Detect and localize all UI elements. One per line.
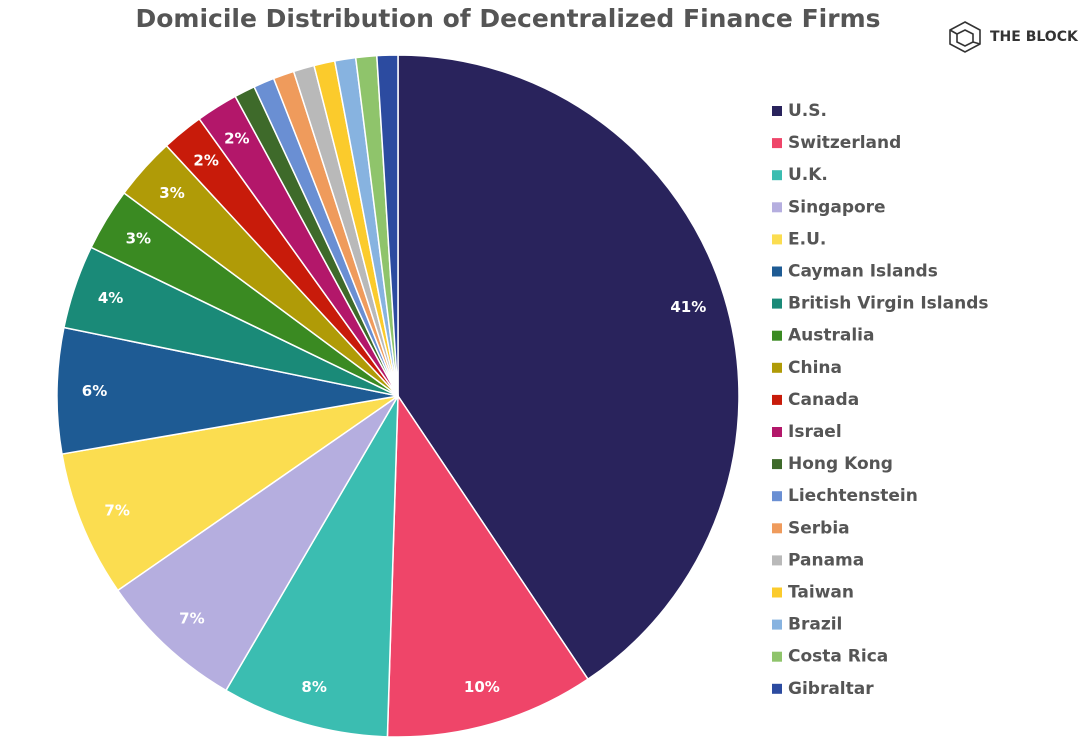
legend-label: Israel [788,422,842,442]
legend-label: Liechtenstein [788,486,918,506]
legend-swatch [772,491,782,502]
pie-slice [116,395,399,692]
pie-slice [376,54,399,397]
legend-label: Australia [788,326,875,346]
legend-label: Serbia [788,518,850,538]
data-label: 3% [159,184,184,202]
data-label: 3% [126,229,151,247]
legend-swatch [772,106,782,116]
legend-label: Singapore [788,197,886,217]
legend-swatch [772,266,782,277]
legend-label: U.S. [788,101,827,121]
legend-label: Brazil [788,615,842,635]
legend-label: Gibraltar [788,679,874,699]
legend-swatch [772,427,782,437]
data-label: 10% [464,678,500,696]
legend-label: Costa Rica [788,647,888,667]
legend-swatch [772,619,782,630]
data-label: 4% [98,289,123,307]
logo [949,21,981,53]
legend-label: Cayman Islands [788,262,938,282]
brand: THE BLOCK [990,29,1079,45]
legend-label: E.U. [788,229,826,249]
legend-swatch [772,362,782,373]
legend-swatch [772,459,782,470]
legend-swatch [772,651,782,662]
data-label: 7% [104,502,129,520]
legend-swatch [772,683,782,694]
data-label: 6% [82,382,107,400]
data-label: 2% [224,129,249,147]
pie-slice [56,326,399,455]
legend-swatch [772,555,782,566]
data-label: 8% [301,678,326,696]
pie-slice [61,395,399,592]
data-label: 41% [670,298,706,316]
legend-swatch [772,170,782,181]
legend-swatch [772,523,782,534]
legend-label: China [788,358,842,378]
pie-slice [386,393,590,738]
data-label: 2% [193,151,218,169]
legend-label: Switzerland [788,133,901,153]
legend-swatch [772,298,782,309]
legend-label: Taiwan [788,583,854,603]
legend-label: Panama [788,550,864,570]
chart-title: Domicile Distribution of Decentralized F… [135,4,880,33]
legend-label: U.K. [788,165,828,185]
legend-swatch [772,138,782,149]
legend-label: Hong Kong [788,454,893,474]
pie-slice [224,395,399,738]
legend-swatch [772,234,782,245]
legend-swatch [772,394,782,405]
legend-swatch [772,202,782,213]
legend-swatch [772,330,782,341]
legend-label: British Virgin Islands [788,294,988,314]
data-label: 7% [179,609,204,627]
pie-slice [397,54,740,681]
legend-swatch [772,587,782,598]
legend-label: Canada [788,390,859,410]
